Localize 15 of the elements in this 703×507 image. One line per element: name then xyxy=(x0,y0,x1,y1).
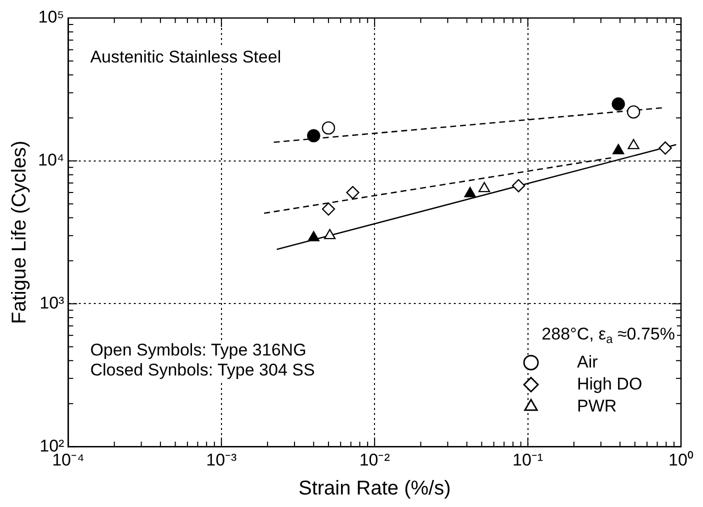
y-tick-label: 10⁵ xyxy=(38,8,64,27)
y-tick-label: 10³ xyxy=(40,293,65,312)
x-tick-label: 10⁰ xyxy=(668,450,694,470)
annotation: Closed Synbols: Type 304 SS xyxy=(90,360,315,380)
y-tick-label: 10⁴ xyxy=(38,150,64,170)
x-axis-title: Strain Rate (%/s) xyxy=(298,478,451,500)
legend-label: PWR xyxy=(577,396,617,416)
y-axis-title: Fatigue Life (Cycles) xyxy=(8,140,31,324)
legend-label: High DO xyxy=(577,374,642,394)
annotation: Austenitic Stainless Steel xyxy=(90,48,282,67)
x-tick-label: 10⁻² xyxy=(359,450,390,470)
annotation: Open Symbols: Type 316NG xyxy=(90,340,306,360)
x-tick-label: 10⁻¹ xyxy=(512,450,544,470)
x-tick-label: 10⁻³ xyxy=(206,450,238,470)
legend-label: Air xyxy=(577,352,598,372)
